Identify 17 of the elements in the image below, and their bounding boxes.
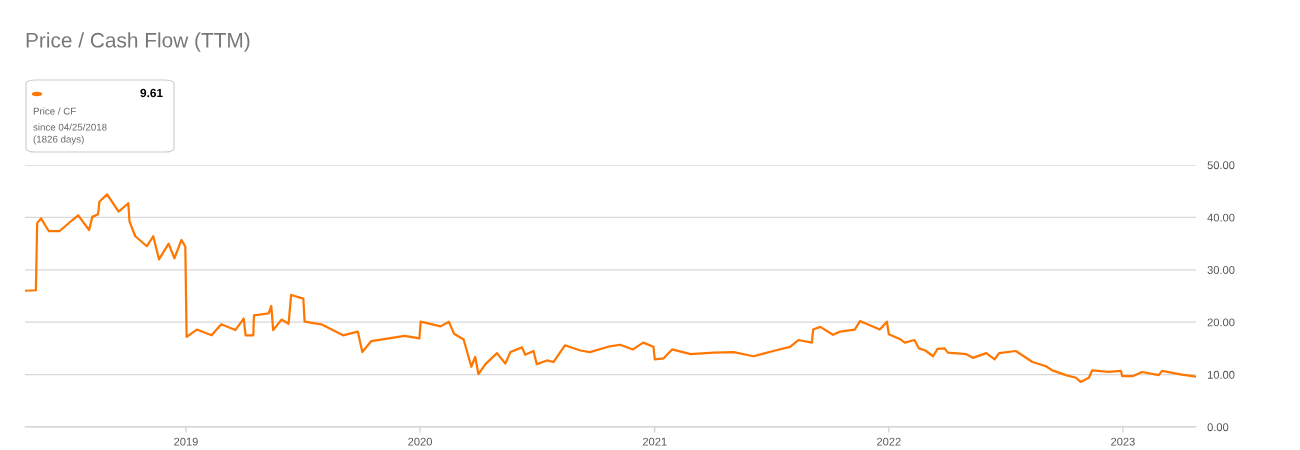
x-tick-label: 2019 xyxy=(174,437,198,446)
x-tick-label: 2020 xyxy=(408,437,432,446)
text: 9.61 xyxy=(140,88,163,98)
line-series xyxy=(25,193,1196,384)
x-tick-label: 2023 xyxy=(1111,437,1135,446)
y-tick-label: 30.00 xyxy=(1207,266,1235,274)
y-tick-label: 40.00 xyxy=(1207,213,1235,222)
y-tick-label: 10.00 xyxy=(1207,370,1235,379)
x-tick-label: 2021 xyxy=(642,437,667,446)
text: Price / CF xyxy=(33,107,76,115)
text: (1826 days) xyxy=(33,135,84,145)
text: since 04/25/2018 xyxy=(33,123,107,131)
y-tick-label: 50.00 xyxy=(1207,161,1235,170)
y-tick-label: 20.00 xyxy=(1207,318,1235,327)
chart-title: Price / Cash Flow (TTM) xyxy=(26,32,250,52)
y-tick-label: 0.00 xyxy=(1207,423,1229,432)
x-tick-label: 2022 xyxy=(877,437,901,446)
